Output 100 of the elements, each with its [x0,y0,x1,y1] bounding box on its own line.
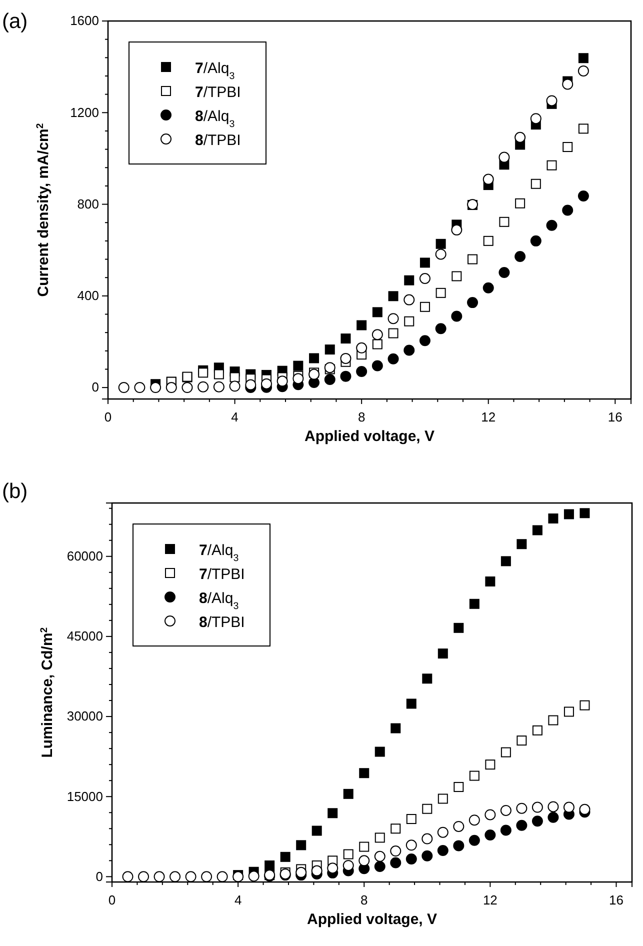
point [468,814,480,826]
point [562,78,574,90]
x-axis-title: Applied voltage, V [304,428,435,445]
point [390,857,402,868]
point [296,866,307,878]
legend-label: 8/Alq$_{3}$ [199,590,239,612]
point [150,382,162,394]
legend-label: 8/Alq$_{3}$ [195,108,235,130]
point [532,525,542,536]
point [422,850,433,862]
point [451,224,462,236]
legend-label: 7/Alq$_{3}$ [195,60,235,82]
point [388,353,399,364]
x-axis-title: Applied voltage, V [306,911,438,928]
point [374,861,386,872]
point [388,291,398,302]
point [390,846,402,857]
point [578,124,588,134]
point [359,768,370,778]
point [485,760,496,770]
point [404,316,414,326]
point [580,700,590,710]
y-tick-label: 0 [96,868,103,884]
point [579,804,590,815]
point [230,372,240,382]
point [483,236,494,246]
point [453,840,464,852]
y-tick-label: 30000 [66,708,103,724]
point [564,706,574,717]
point [388,328,398,338]
x-tick-label: 16 [609,892,624,908]
point [451,310,462,322]
point [293,360,304,371]
point [437,826,448,838]
point [454,782,464,792]
point [404,344,415,356]
point [356,342,368,354]
point [214,369,224,380]
text: (a) [2,10,28,33]
point [374,850,386,862]
point [546,95,558,106]
legend-label: 7/Alq$_{3}$ [199,542,239,564]
point [422,674,432,684]
point [482,282,494,294]
point [264,860,275,870]
point [516,539,527,550]
point [500,804,512,816]
point [469,598,480,609]
point [359,842,370,852]
point [500,824,512,836]
x-tick-label: 0 [108,892,116,908]
point [438,648,448,659]
point [340,370,352,382]
x-tick-label: 4 [231,409,238,424]
point [454,622,464,633]
point [390,824,401,834]
point [435,323,446,334]
point [406,854,417,865]
point [564,509,574,520]
point [420,302,430,312]
point [422,833,433,844]
point [530,235,542,246]
point [374,746,385,757]
text: (b) [2,480,28,503]
point [327,862,338,874]
point [358,855,370,866]
point [260,378,272,390]
point [356,366,368,378]
point [546,220,558,231]
point [437,845,448,856]
point [453,820,464,832]
point [532,816,543,827]
point [356,320,367,330]
point [311,865,322,876]
point [484,809,496,820]
x-tick-label: 12 [481,409,496,424]
point [436,238,446,249]
point [580,508,590,518]
point [562,204,574,216]
y-tick-label: 60000 [66,548,103,564]
x-tick-label: 16 [608,409,622,424]
point [245,379,256,390]
x-tick-label: 4 [234,892,242,908]
point [548,812,559,823]
legend-label: 8/TPBI [199,614,245,631]
point [515,198,526,208]
point [498,267,510,278]
point [436,288,446,298]
point [452,271,462,282]
point [500,556,511,566]
point [548,513,558,524]
point [578,65,589,76]
legend-label: 7/TPBI [195,84,241,101]
y-tick-label: 45000 [66,628,103,644]
y-tick-label: 1600 [70,13,99,28]
legend-label: 8/TPBI [195,132,241,149]
point [372,307,382,318]
point [469,770,480,781]
point [390,723,401,734]
point [548,801,559,812]
